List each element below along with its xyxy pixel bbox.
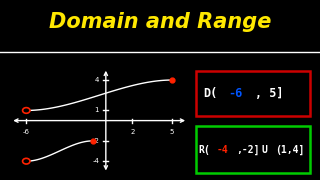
Text: D(: D(	[203, 87, 217, 100]
Text: ,-2]: ,-2]	[236, 145, 259, 155]
Text: R(: R(	[198, 145, 210, 155]
Text: -6: -6	[23, 129, 30, 135]
Text: -4: -4	[216, 145, 228, 155]
Text: Domain and Range: Domain and Range	[49, 12, 271, 32]
Text: 5: 5	[170, 129, 174, 135]
Text: 4: 4	[95, 77, 99, 83]
Text: (1,4]: (1,4]	[275, 145, 304, 155]
Text: 1: 1	[95, 107, 99, 113]
Text: -6: -6	[228, 87, 243, 100]
Text: U: U	[261, 145, 267, 155]
Circle shape	[23, 158, 30, 164]
FancyBboxPatch shape	[196, 126, 310, 173]
Text: -2: -2	[92, 138, 99, 144]
Text: 2: 2	[130, 129, 134, 135]
Circle shape	[23, 108, 30, 113]
FancyBboxPatch shape	[196, 71, 310, 116]
Text: -4: -4	[92, 158, 99, 164]
Text: , 5]: , 5]	[255, 87, 284, 100]
